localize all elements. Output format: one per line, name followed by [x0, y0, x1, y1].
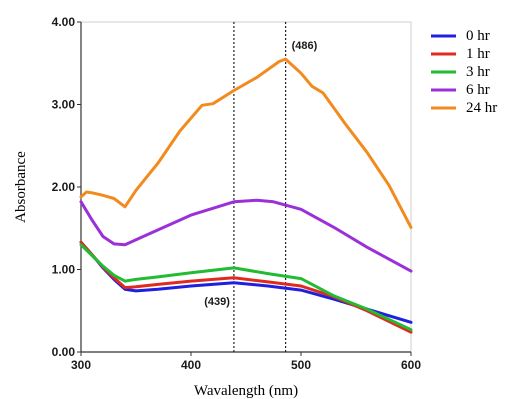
legend-label: 3 hr: [466, 64, 490, 80]
x-tick-label: 300: [71, 358, 91, 372]
y-axis-title: Absorbance: [13, 151, 29, 223]
x-tick-label: 500: [291, 358, 311, 372]
legend-label: 24 hr: [466, 100, 497, 116]
plot-frame: [80, 21, 412, 353]
series-line-3-hr: [79, 243, 413, 332]
x-tick-label: 600: [401, 358, 421, 372]
legend: 0 hr 1 hr 3 hr 6 hr 24 hr: [431, 28, 497, 116]
annotations: (439) (486): [204, 40, 317, 308]
x-axis-title: Wavalength (nm): [194, 383, 298, 399]
y-tick-label: 2.00: [52, 180, 76, 194]
legend-label: 0 hr: [466, 28, 490, 44]
y-tick-label: 0.00: [52, 345, 76, 359]
ticks-layer: 0.00 1.00 2.00 3.00 4.00 300 400 500 600: [52, 15, 422, 372]
legend-label: 1 hr: [466, 46, 490, 62]
series-line-6-hr: [79, 198, 413, 273]
legend-label: 6 hr: [466, 82, 490, 98]
y-tick-label: 3.00: [52, 98, 76, 112]
y-tick-label: 4.00: [52, 15, 76, 29]
reference-lines: [233, 22, 287, 352]
series-line-24-hr: [79, 57, 413, 229]
reference-line-label: (486): [292, 40, 318, 52]
reference-line-label: (439): [204, 296, 230, 308]
y-tick-label: 1.00: [52, 263, 76, 277]
series-layer: [79, 57, 413, 334]
x-tick-label: 400: [181, 358, 201, 372]
